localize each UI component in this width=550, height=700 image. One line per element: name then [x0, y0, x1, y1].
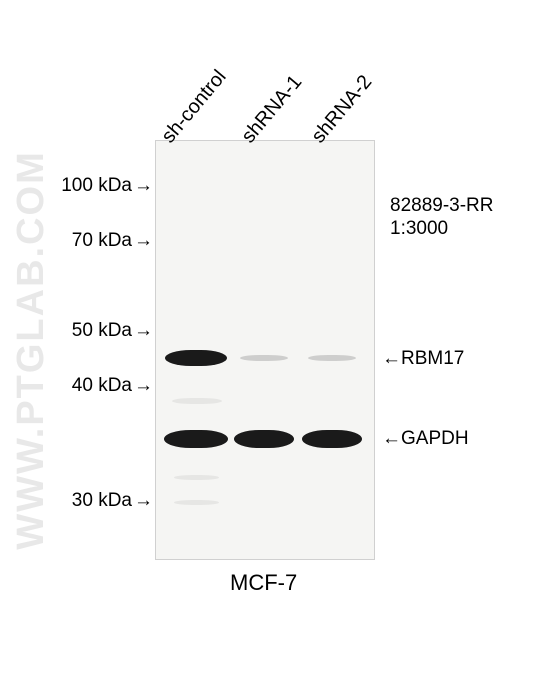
faint-band — [172, 398, 222, 404]
rbm17-label: ←RBM17 — [382, 348, 464, 370]
rbm17-band-lane1 — [165, 350, 227, 366]
arrow-icon: → — [134, 175, 153, 197]
band-label-text: GAPDH — [401, 428, 469, 449]
watermark-text: WWW.PTGLAB.COM — [10, 150, 53, 549]
arrow-icon: → — [134, 375, 153, 397]
rbm17-band-lane3 — [308, 355, 356, 361]
marker-100kda: 100 kDa→ — [48, 175, 153, 197]
marker-50kda: 50 kDa→ — [48, 320, 153, 342]
lane-label-1: sh-control — [157, 66, 231, 148]
faint-band — [174, 475, 219, 480]
gapdh-label: ←GAPDH — [382, 428, 469, 450]
marker-30kda: 30 kDa→ — [48, 490, 153, 512]
marker-text: 30 kDa — [72, 490, 132, 511]
cell-line-label: MCF-7 — [230, 570, 297, 596]
marker-text: 50 kDa — [72, 320, 132, 341]
lane-label-3: shRNA-2 — [307, 71, 377, 148]
marker-40kda: 40 kDa→ — [48, 375, 153, 397]
band-label-text: RBM17 — [401, 348, 464, 369]
arrow-icon: ← — [382, 428, 401, 449]
arrow-icon: ← — [382, 348, 401, 369]
arrow-icon: → — [134, 320, 153, 342]
marker-text: 40 kDa — [72, 375, 132, 396]
gapdh-band-lane2 — [234, 430, 294, 448]
antibody-dilution: 1:3000 — [390, 218, 448, 240]
gapdh-band-lane1 — [164, 430, 228, 448]
faint-band — [174, 500, 219, 505]
marker-text: 100 kDa — [61, 175, 132, 196]
rbm17-band-lane2 — [240, 355, 288, 361]
gapdh-band-lane3 — [302, 430, 362, 448]
lane-label-2: shRNA-1 — [237, 71, 307, 148]
arrow-icon: → — [134, 490, 153, 512]
marker-70kda: 70 kDa→ — [48, 230, 153, 252]
antibody-catalog: 82889-3-RR — [390, 195, 494, 217]
marker-text: 70 kDa — [72, 230, 132, 251]
arrow-icon: → — [134, 230, 153, 252]
blot-figure: WWW.PTGLAB.COM sh-control shRNA-1 shRNA-… — [0, 0, 550, 700]
